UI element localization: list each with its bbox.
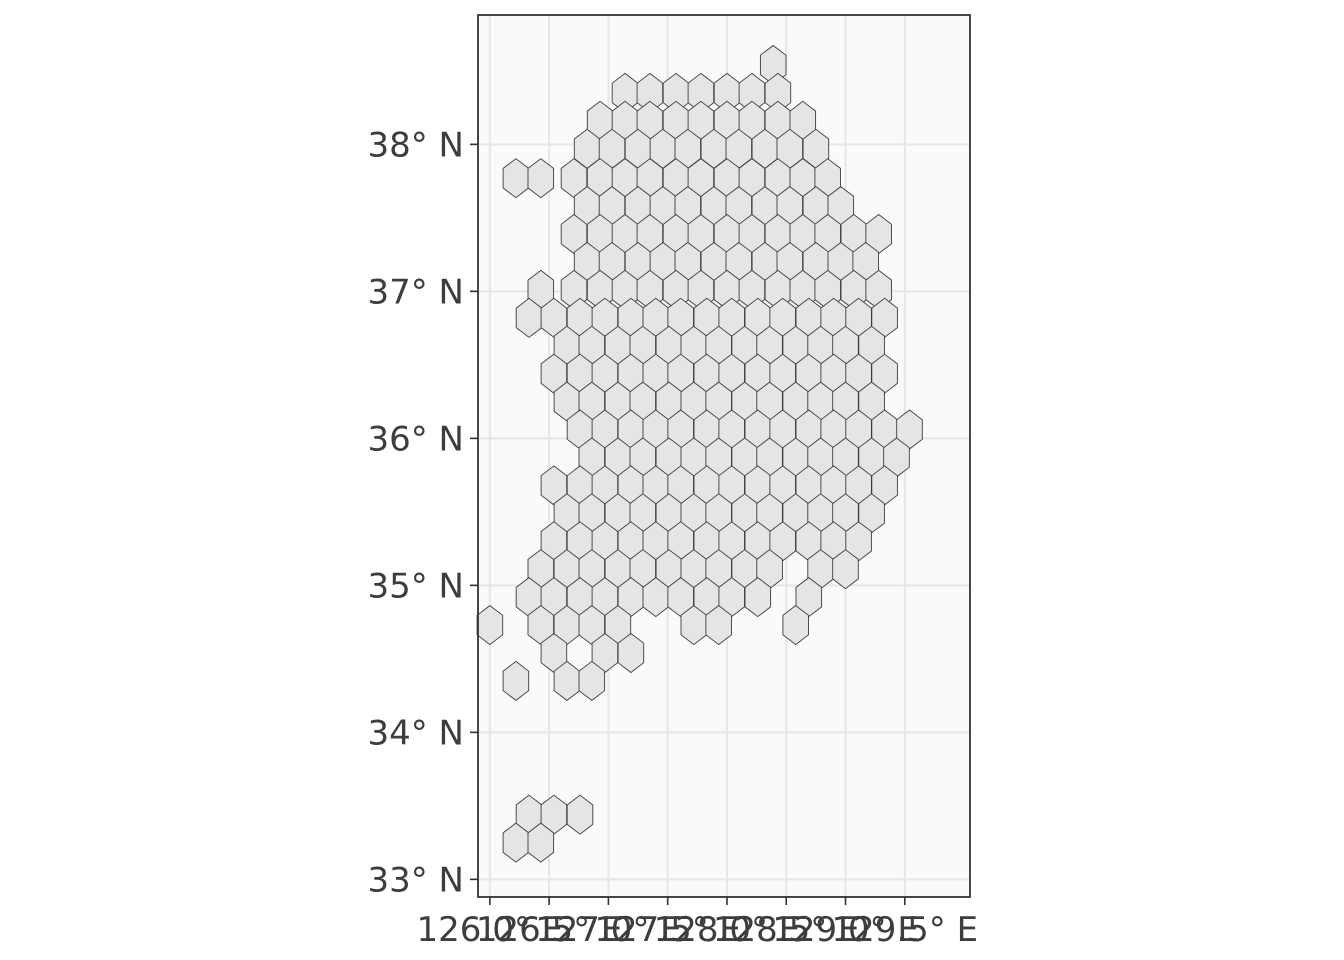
x-tick-label: 127.0° E [535, 910, 682, 950]
hex-cell [527, 822, 555, 863]
y-tick-label: 38° N [367, 125, 464, 165]
hex-cells [476, 44, 923, 863]
hex-cell [617, 632, 645, 674]
x-tick-label: 127.5° E [594, 910, 741, 950]
x-tick-label: 128.5° E [713, 910, 860, 950]
x-tick-label: 129.5° E [831, 910, 978, 950]
x-tick-label: 128.0° E [654, 910, 801, 950]
y-tick-label: 33° N [367, 860, 464, 900]
hex-cell [782, 605, 809, 646]
hex-cell [832, 549, 859, 590]
x-tick-label: 129.0° E [772, 910, 919, 950]
panel-border [477, 14, 971, 898]
hex-cell [502, 660, 530, 701]
hex-cell [578, 660, 606, 701]
y-tick-label: 34° N [367, 713, 464, 753]
y-tick-label: 36° N [367, 419, 464, 459]
hex-cell [566, 794, 594, 835]
hex-cell [527, 158, 555, 199]
x-tick-label: 126.5° E [476, 910, 623, 950]
x-tick-label: 126.0° E [417, 910, 564, 950]
y-tick-label: 35° N [367, 566, 464, 606]
y-tick-label: 37° N [367, 272, 464, 312]
hex-cell [705, 605, 732, 646]
hex-cell [744, 577, 772, 618]
